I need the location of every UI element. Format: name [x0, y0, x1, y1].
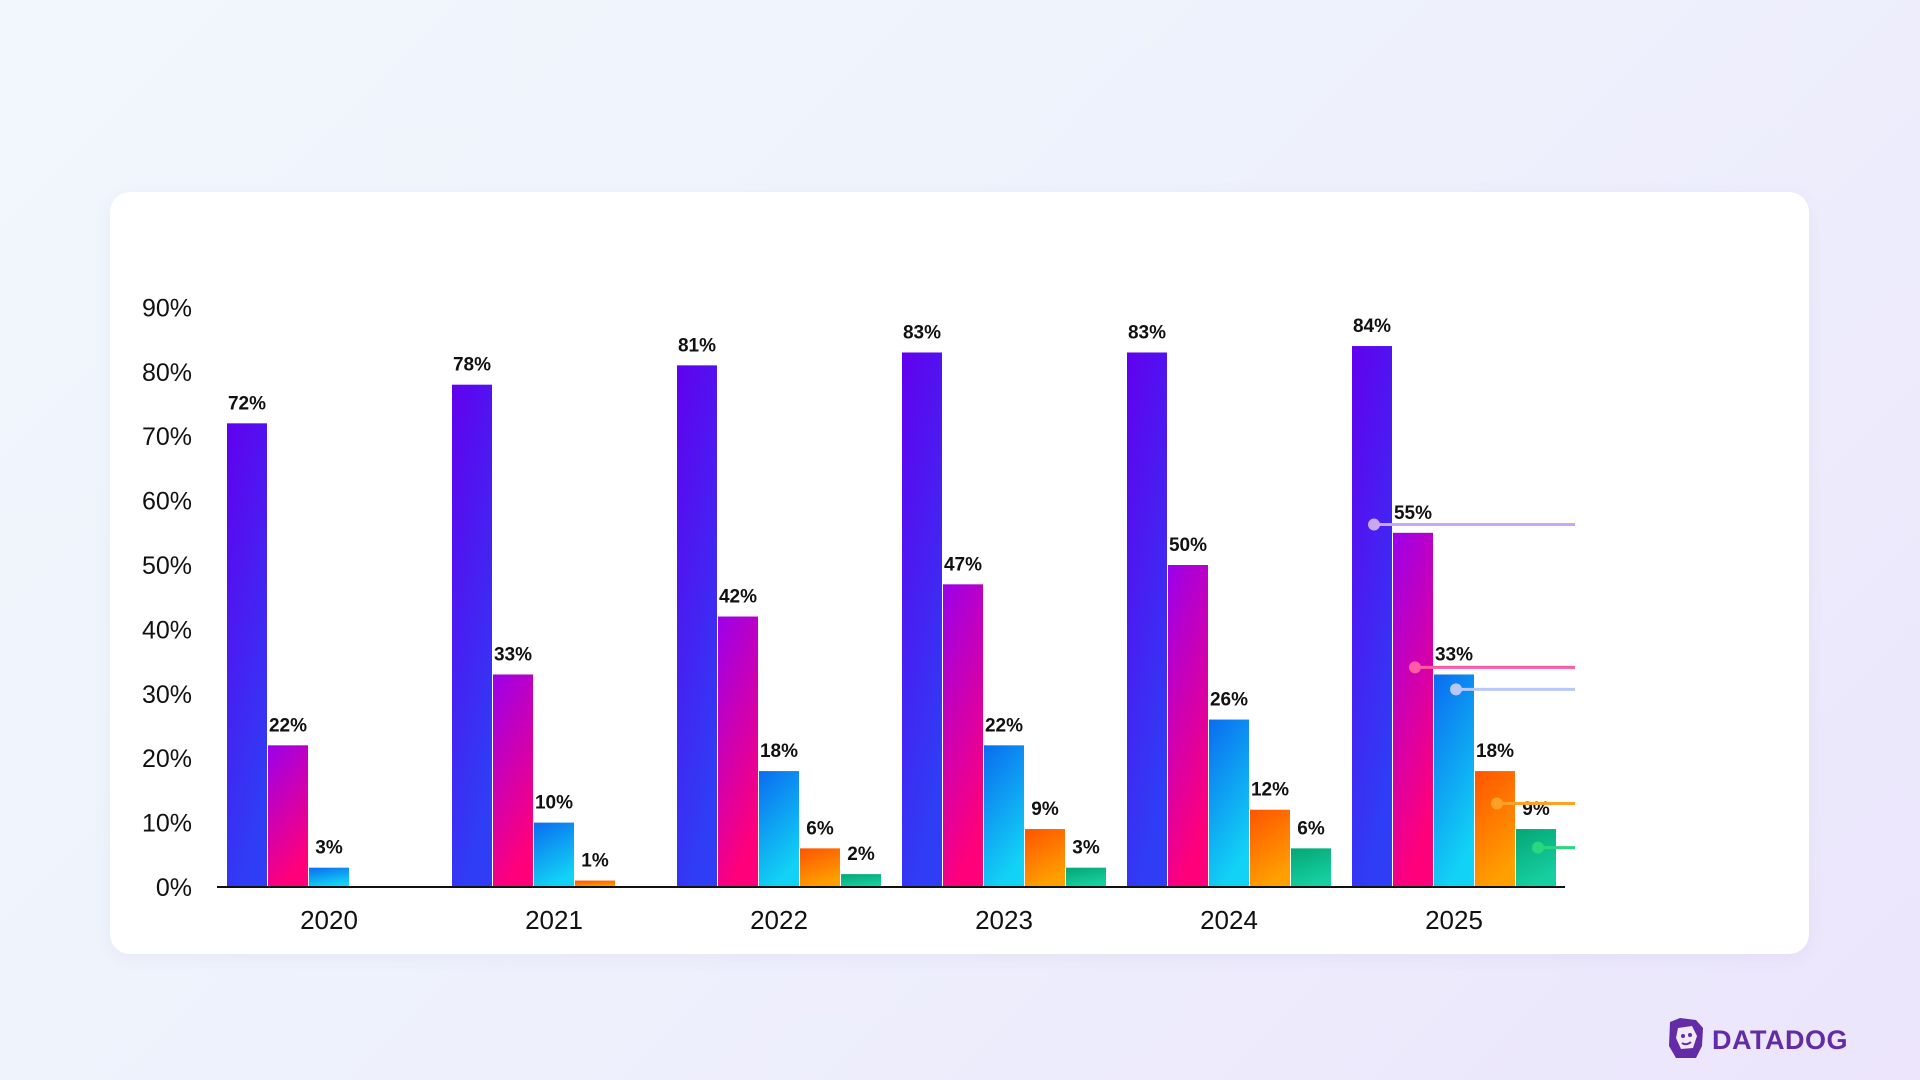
y-tick-label: 70%	[142, 423, 192, 451]
x-tick-label: 2025	[1425, 905, 1483, 935]
bar-2023-series-5	[1066, 867, 1106, 887]
x-tick-label: 2024	[1200, 905, 1258, 935]
y-tick-label: 90%	[142, 294, 192, 322]
bar-2022-series-1	[677, 365, 717, 887]
x-tick-label: 2022	[750, 905, 808, 935]
data-label: 3%	[315, 838, 343, 859]
bar-2024-series-3	[1209, 719, 1249, 887]
data-label: 1%	[581, 851, 609, 872]
bar-2022-series-2	[718, 616, 758, 887]
data-label: 26%	[1210, 690, 1248, 711]
bar-2024-series-5	[1291, 848, 1331, 887]
bar-2023-series-1	[902, 352, 942, 887]
bar-2020-series-2	[268, 745, 308, 887]
data-label: 50%	[1169, 535, 1207, 556]
y-tick-label: 0%	[156, 874, 192, 902]
legend-connector-dot	[1409, 661, 1421, 674]
brand-name: DATADOG	[1712, 1025, 1848, 1055]
data-label: 18%	[760, 741, 798, 762]
data-label: 84%	[1353, 316, 1391, 337]
data-label: 81%	[678, 335, 716, 356]
data-label: 9%	[1031, 799, 1059, 820]
x-tick-label: 2021	[525, 905, 583, 935]
y-tick-label: 40%	[142, 616, 192, 644]
bar-2021-series-4	[575, 880, 615, 887]
bar-2020-series-1	[227, 423, 267, 887]
data-label: 33%	[494, 644, 532, 665]
data-label: 72%	[228, 393, 266, 414]
bar-chart: 0% 10% 20% 30% 40% 50% 60% 70% 80% 90% 72% 22% 3% 202…	[142, 294, 1575, 935]
bar-2021-series-3	[534, 822, 574, 887]
bar-2025-series-4	[1475, 771, 1515, 887]
bar-2024-series-1	[1127, 352, 1167, 887]
datadog-logo: DATADOG	[1666, 1016, 1848, 1065]
data-label: 83%	[1128, 322, 1166, 343]
bar-2022-series-4	[800, 848, 840, 887]
data-label: 22%	[269, 715, 307, 736]
bar-2023-series-3	[984, 745, 1024, 887]
data-label: 6%	[806, 818, 834, 839]
bar-2020-series-3	[309, 867, 349, 887]
data-label: 78%	[453, 355, 491, 376]
x-tick-label: 2020	[300, 905, 358, 935]
y-tick-label: 20%	[142, 745, 192, 773]
data-label: 10%	[535, 793, 573, 814]
bar-2025-series-5	[1516, 829, 1556, 887]
data-label: 83%	[903, 322, 941, 343]
y-tick-label: 30%	[142, 681, 192, 709]
data-label: 55%	[1394, 503, 1432, 524]
legend-connector-dot	[1368, 518, 1380, 531]
legend-connector-dot	[1450, 683, 1462, 696]
bar-2021-series-1	[452, 384, 492, 887]
y-tick-label: 10%	[142, 810, 192, 838]
bar-2024-series-2	[1168, 565, 1208, 887]
data-label: 2%	[847, 844, 875, 865]
chart-card: 0% 10% 20% 30% 40% 50% 60% 70% 80% 90% 72% 22% 3% 202…	[110, 192, 1809, 954]
legend-connector-dot	[1532, 841, 1544, 854]
data-label: 18%	[1476, 741, 1514, 762]
bar-2025-series-2	[1393, 532, 1433, 887]
bar-2023-series-4	[1025, 829, 1065, 887]
data-label: 33%	[1435, 644, 1473, 665]
bar-2025-series-1	[1352, 346, 1392, 887]
legend-connector-dot	[1491, 797, 1503, 810]
bar-2023-series-2	[943, 584, 983, 887]
data-label: 6%	[1297, 818, 1325, 839]
bar-2021-series-2	[493, 674, 533, 887]
data-label: 12%	[1251, 780, 1289, 801]
data-label: 3%	[1072, 838, 1100, 859]
bar-2025-series-3	[1434, 674, 1474, 887]
y-tick-label: 50%	[142, 552, 192, 580]
bar-2022-series-3	[759, 771, 799, 887]
y-tick-label: 60%	[142, 488, 192, 516]
data-label: 47%	[944, 554, 982, 575]
x-tick-label: 2023	[975, 905, 1033, 935]
data-label: 42%	[719, 587, 757, 608]
bar-2024-series-4	[1250, 809, 1290, 887]
y-tick-label: 80%	[142, 359, 192, 387]
bar-2022-series-5	[841, 874, 881, 887]
dog-logo-icon	[1666, 1016, 1706, 1065]
data-label: 22%	[985, 715, 1023, 736]
